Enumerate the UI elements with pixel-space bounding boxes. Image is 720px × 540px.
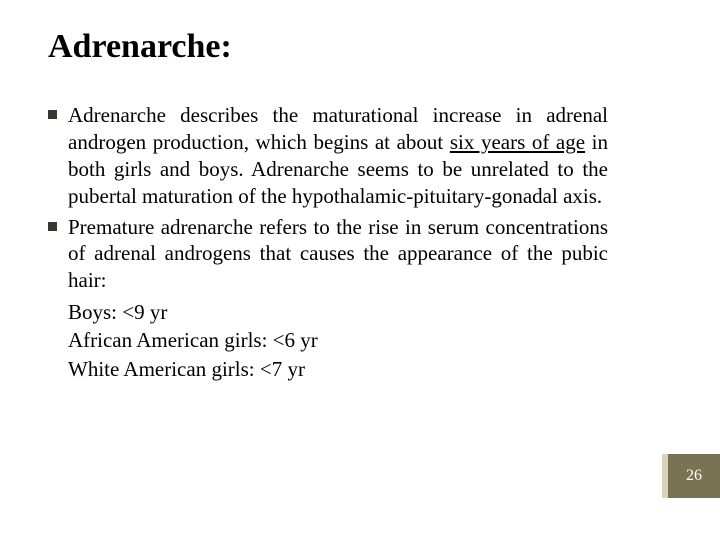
bullet-item: Premature adrenarche refers to the rise …: [48, 214, 608, 295]
bullet-text: Premature adrenarche refers to the rise …: [68, 215, 608, 293]
page-number: 26: [686, 467, 702, 485]
slide-content: Adrenarche describes the maturational in…: [48, 102, 608, 383]
sub-line: Boys: <9 yr: [48, 298, 608, 326]
page-number-badge: 26: [668, 454, 720, 498]
slide: Adrenarche: Adrenarche describes the mat…: [0, 0, 720, 540]
bullet-text: Adrenarche describes the maturational in…: [68, 103, 608, 208]
bullet-text-pre: Premature adrenarche refers to the rise …: [68, 215, 608, 293]
bullet-item: Adrenarche describes the maturational in…: [48, 102, 608, 210]
sub-line: African American girls: <6 yr: [48, 326, 608, 354]
square-bullet-icon: [48, 110, 57, 119]
bullet-text-underlined: six years of age: [450, 130, 585, 154]
sub-line: White American girls: <7 yr: [48, 355, 608, 383]
square-bullet-icon: [48, 222, 57, 231]
slide-title: Adrenarche:: [48, 28, 672, 66]
